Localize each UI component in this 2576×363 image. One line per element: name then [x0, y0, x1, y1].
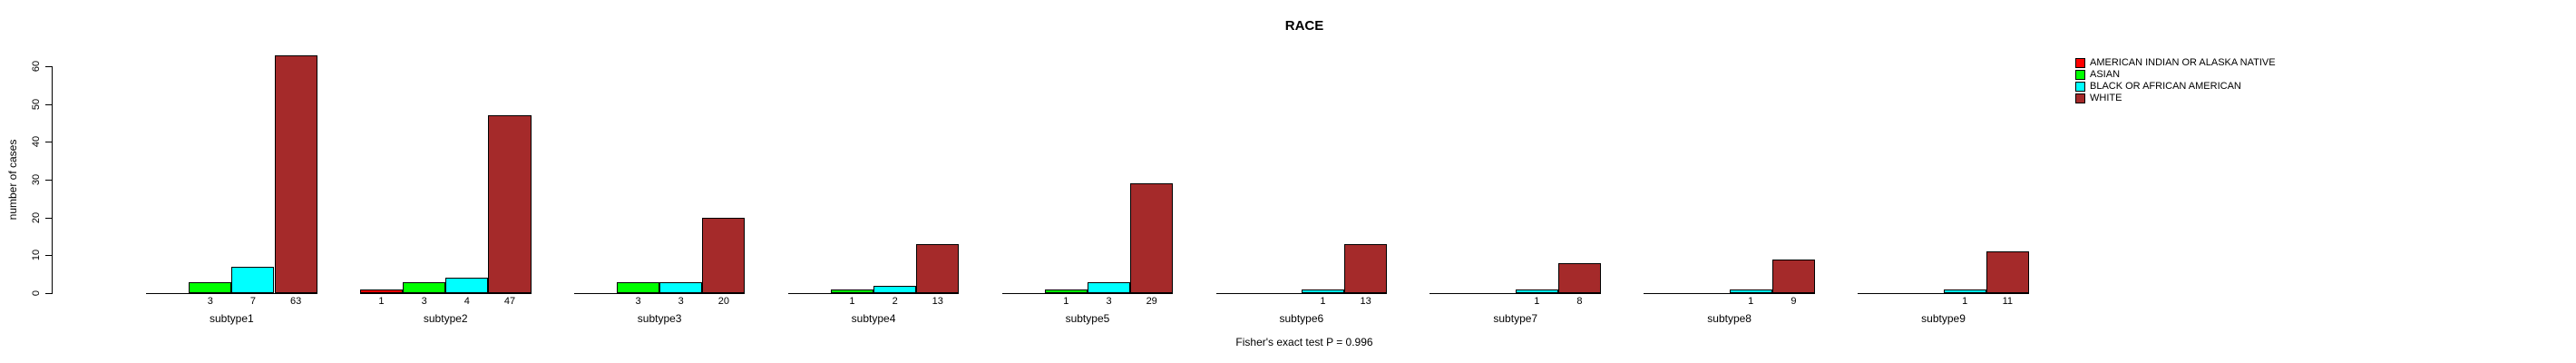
bar-value-label: 1 — [1063, 296, 1069, 307]
bar — [189, 281, 232, 293]
bar — [445, 278, 489, 293]
y-tick-label: 20 — [31, 211, 42, 223]
x-category-label: subtype4 — [851, 312, 896, 325]
annotation-text: Fisher's exact test P = 0.996 — [1235, 336, 1373, 348]
bar-value-label: 3 — [635, 296, 641, 307]
legend-item: BLACK OR AFRICAN AMERICAN — [2075, 81, 2276, 93]
bar — [616, 281, 660, 293]
group-baseline — [359, 293, 532, 294]
legend-color-swatch — [2075, 93, 2085, 103]
bar — [1087, 281, 1131, 293]
x-category-label: subtype2 — [423, 312, 468, 325]
bar — [916, 243, 960, 293]
bar — [1943, 289, 1986, 293]
bar-value-label: 7 — [249, 296, 256, 307]
y-tick-mark — [45, 103, 52, 105]
bar-value-label: 1 — [1962, 296, 1968, 307]
x-category-label: subtype5 — [1065, 312, 1110, 325]
group-baseline — [787, 293, 960, 294]
group-baseline — [1858, 293, 2029, 294]
bar — [873, 285, 917, 293]
bar-value-label: 29 — [1146, 296, 1157, 307]
legend-color-swatch — [2075, 58, 2085, 68]
bar — [1729, 289, 1772, 293]
legend-item-label: ASIAN — [2090, 69, 2121, 80]
y-tick-label: 50 — [31, 98, 42, 110]
bar-value-label: 13 — [1360, 296, 1371, 307]
x-category-label: subtype7 — [1493, 312, 1538, 325]
group-baseline — [1215, 293, 1388, 294]
bar — [274, 54, 317, 293]
legend-item: ASIAN — [2075, 69, 2276, 81]
bar-value-label: 3 — [678, 296, 684, 307]
group-baseline — [1429, 293, 1602, 294]
bar-value-label: 1 — [1320, 296, 1326, 307]
bar-value-label: 1 — [1534, 296, 1540, 307]
x-category-label: subtype1 — [209, 312, 254, 325]
bar — [359, 289, 404, 293]
x-category-label: subtype3 — [637, 312, 682, 325]
bar-value-label: 2 — [892, 296, 898, 307]
bar-value-label: 3 — [1106, 296, 1112, 307]
group-baseline — [573, 293, 746, 294]
y-tick-mark — [45, 217, 52, 219]
legend-item-label: WHITE — [2090, 93, 2122, 103]
bar-value-label: 20 — [717, 296, 730, 307]
x-category-label: subtype8 — [1707, 312, 1751, 325]
legend-item: AMERICAN INDIAN OR ALASKA NATIVE — [2075, 57, 2276, 69]
legend: AMERICAN INDIAN OR ALASKA NATIVE ASIAN BLA… — [2075, 57, 2276, 104]
y-tick-mark — [45, 180, 52, 181]
y-tick-label: 40 — [31, 136, 42, 148]
bar — [659, 281, 703, 293]
y-tick-mark — [45, 255, 52, 257]
group-baseline — [1001, 293, 1174, 294]
y-tick-mark — [45, 293, 52, 294]
bar — [488, 115, 532, 293]
bar-value-label: 63 — [289, 296, 302, 307]
legend-item-label: AMERICAN INDIAN OR ALASKA NATIVE — [2090, 57, 2276, 68]
bar-value-label: 11 — [2002, 296, 2013, 307]
bar — [1301, 289, 1344, 293]
legend-item: WHITE — [2075, 93, 2276, 104]
legend-color-swatch — [2075, 82, 2085, 92]
bar-value-label: 4 — [463, 296, 470, 307]
bar — [1771, 259, 1815, 293]
group-baseline — [1644, 293, 1815, 294]
y-tick-label: 60 — [31, 60, 42, 73]
legend-color-swatch — [2075, 70, 2085, 80]
bar-value-label: 13 — [932, 296, 943, 307]
y-tick-label: 30 — [31, 173, 42, 186]
x-category-label: subtype9 — [1921, 312, 1966, 325]
bar — [1130, 183, 1174, 293]
bar-value-label: 9 — [1791, 296, 1797, 307]
bar-value-label: 1 — [378, 296, 385, 307]
bar-value-label: 47 — [503, 296, 516, 307]
bar — [1044, 289, 1088, 293]
bar-value-label: 8 — [1576, 296, 1583, 307]
bar-value-label: 3 — [207, 296, 213, 307]
y-tick-mark — [45, 66, 52, 67]
legend-item-label: BLACK OR AFRICAN AMERICAN — [2090, 81, 2241, 92]
y-axis-line — [52, 66, 53, 294]
bar — [830, 289, 874, 293]
bar — [1344, 243, 1388, 293]
y-tick-label: 10 — [31, 250, 42, 261]
bar — [403, 281, 446, 293]
y-tick-label: 0 — [31, 289, 42, 297]
bar-value-label: 3 — [421, 296, 427, 307]
bar — [1986, 251, 2029, 293]
chart-title: RACE — [1284, 18, 1324, 34]
bar — [1557, 262, 1602, 293]
bar — [231, 266, 275, 293]
group-baseline — [146, 293, 317, 294]
bar-value-label: 1 — [1748, 296, 1754, 307]
x-category-label: subtype6 — [1279, 312, 1324, 325]
bar-value-label: 1 — [849, 296, 855, 307]
bar — [702, 217, 746, 293]
bar — [1515, 289, 1558, 293]
y-axis-label: number of cases — [6, 139, 19, 221]
